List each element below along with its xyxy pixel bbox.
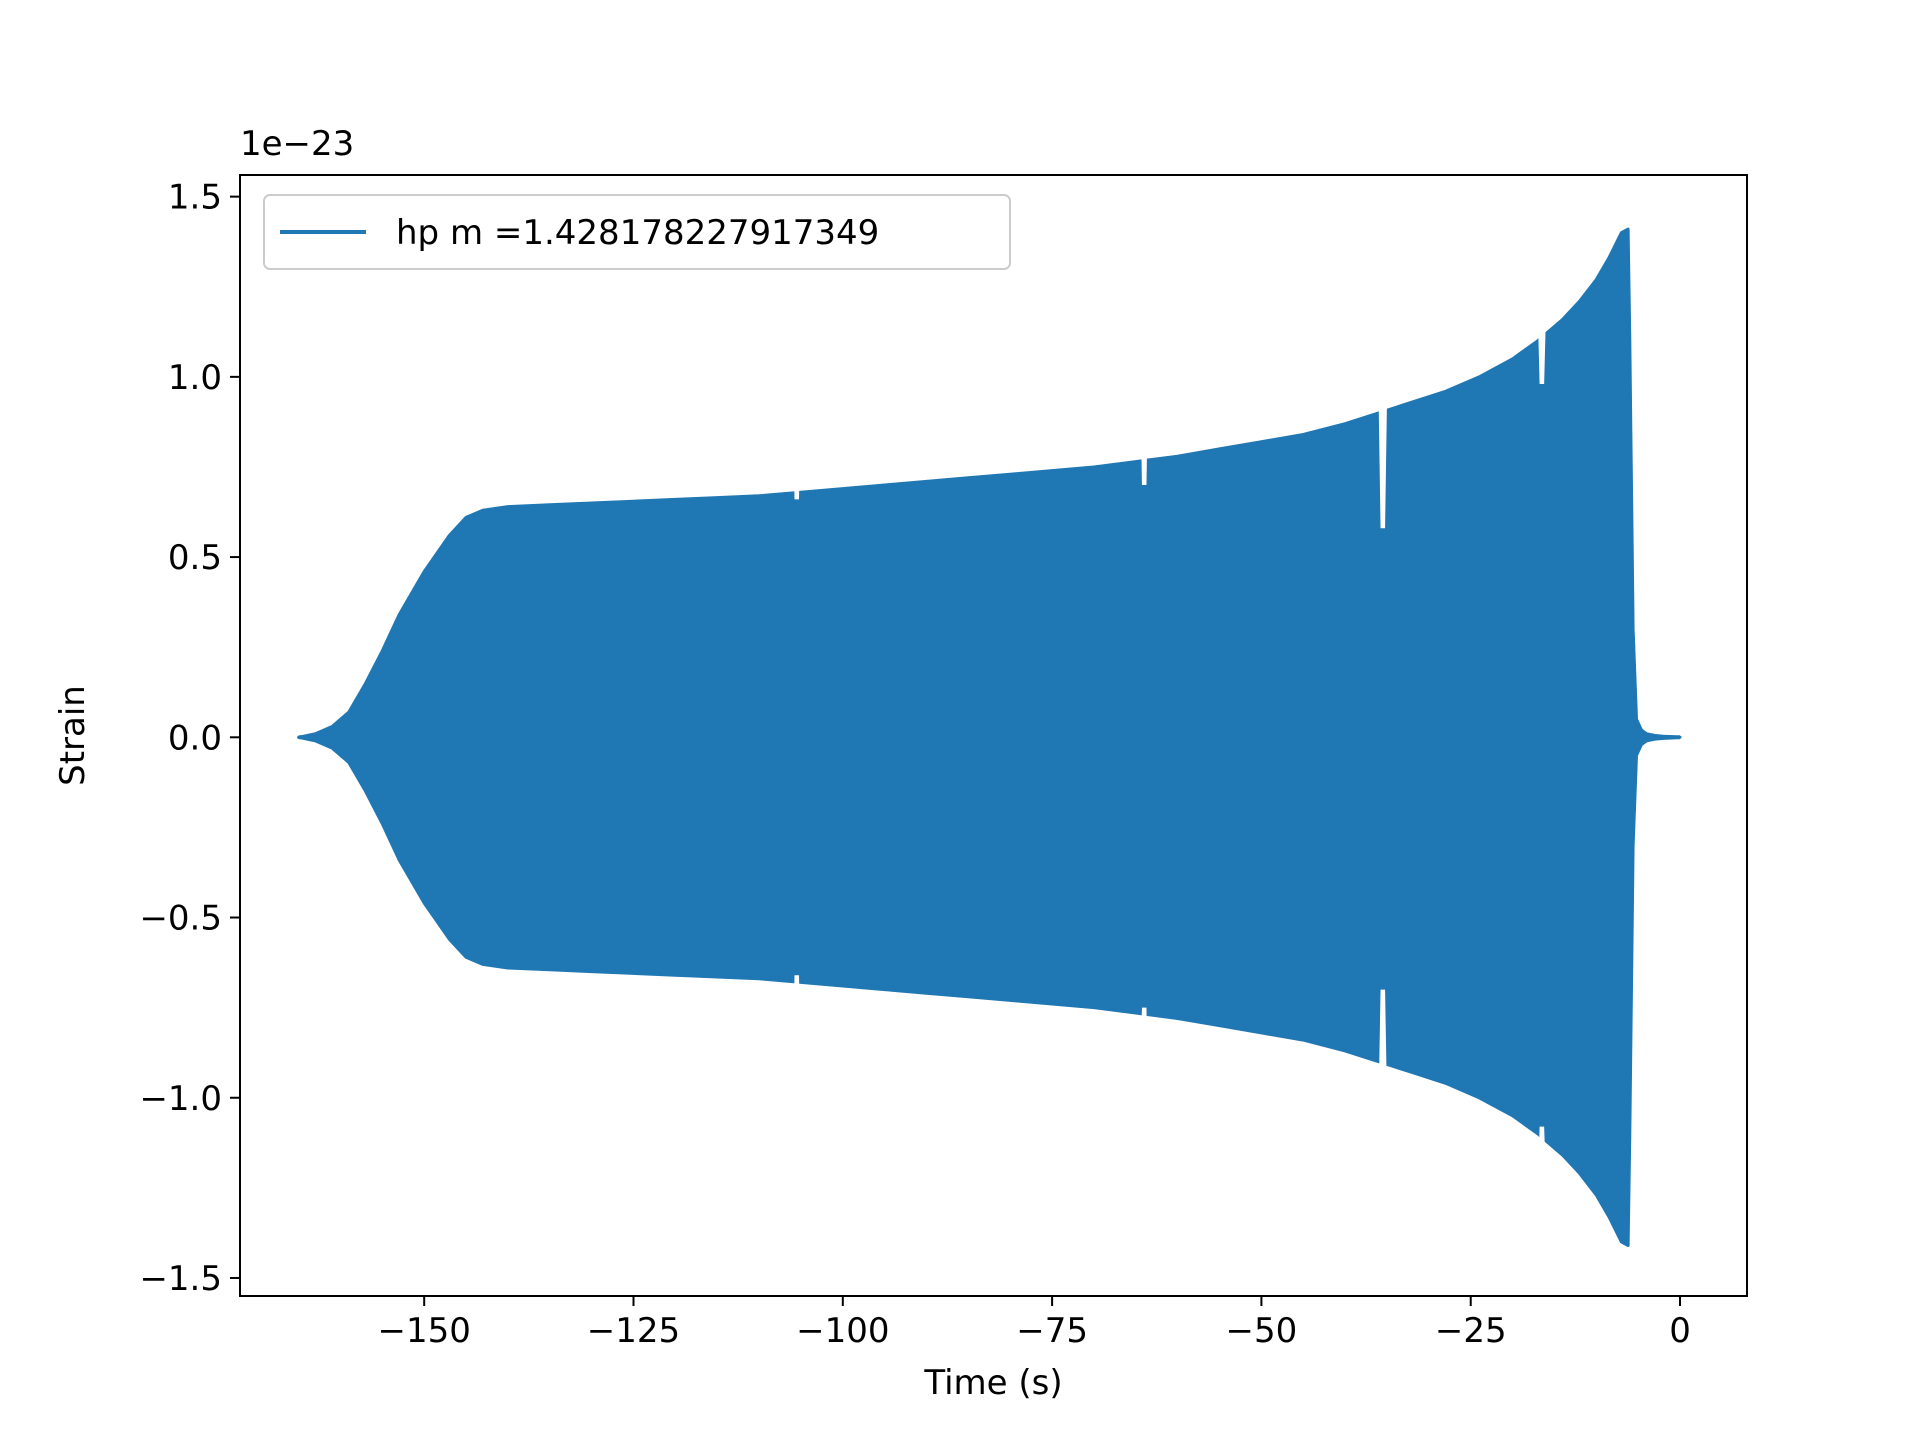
axes-frame bbox=[239, 174, 1748, 1297]
y-tick-label: −1.0 bbox=[139, 1079, 222, 1119]
x-tick-label: −75 bbox=[1016, 1311, 1088, 1351]
y-tick-label: −0.5 bbox=[139, 899, 222, 939]
y-offset-label: 1e−23 bbox=[240, 124, 354, 164]
series-notch-lower bbox=[1534, 1126, 1550, 1291]
series-notch-lower bbox=[1136, 1007, 1152, 1291]
y-axis-label: Strain bbox=[53, 685, 93, 786]
x-tick-label: −125 bbox=[587, 1311, 680, 1351]
legend: hp m =1.428178227917349 bbox=[263, 194, 1011, 270]
legend-label: hp m =1.428178227917349 bbox=[396, 213, 879, 253]
x-tick-label: −50 bbox=[1226, 1311, 1298, 1351]
y-axis: −1.5 −1.0 −0.5 0.0 0.5 1.0 1.5 bbox=[139, 178, 240, 1299]
x-tick-label: 0 bbox=[1669, 1311, 1691, 1351]
x-tick-label: −100 bbox=[796, 1311, 889, 1351]
y-tick-label: −1.5 bbox=[139, 1259, 222, 1299]
y-tick-label: 0.0 bbox=[168, 718, 222, 758]
series-layer bbox=[297, 180, 1682, 1291]
y-tick-label: 1.0 bbox=[168, 358, 222, 398]
x-tick-label: −150 bbox=[377, 1311, 470, 1351]
series-notch-upper bbox=[1534, 180, 1550, 385]
x-tick-label: −25 bbox=[1435, 1311, 1507, 1351]
y-tick-label: 0.5 bbox=[168, 538, 222, 578]
y-tick-label: 1.5 bbox=[168, 178, 222, 218]
series-notch-upper bbox=[1375, 180, 1391, 529]
series-notch-upper bbox=[1136, 180, 1152, 485]
series-notch-lower bbox=[1375, 989, 1391, 1291]
x-axis-label: Time (s) bbox=[923, 1363, 1062, 1403]
legend-box bbox=[263, 194, 1011, 270]
series-notch-lower bbox=[789, 975, 805, 1291]
x-axis: −150 −125 −100 −75 −50 −25 0 bbox=[377, 1296, 1691, 1351]
